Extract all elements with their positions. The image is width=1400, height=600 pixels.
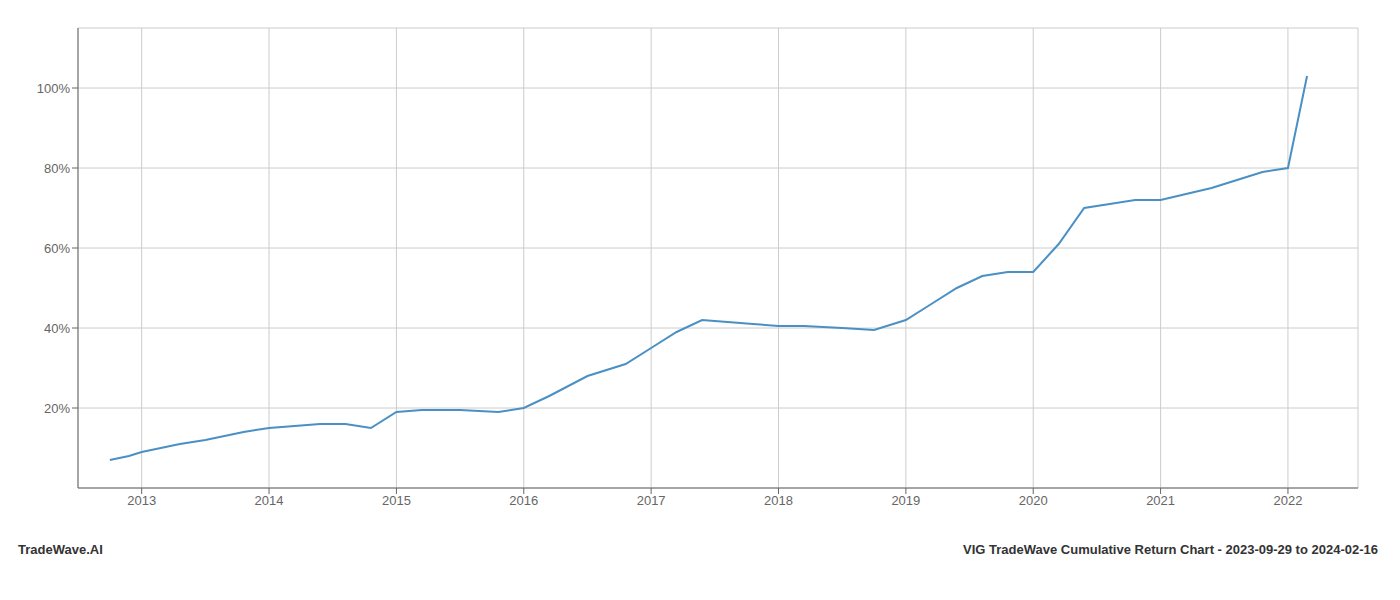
svg-text:80%: 80% — [44, 161, 70, 176]
html-text:VIG TradeWave Cumulative Retur: VIG TradeWave Cumulative Return Chart - … — [963, 542, 1378, 557]
svg-text:60%: 60% — [44, 241, 70, 256]
svg-text:2017: 2017 — [637, 493, 666, 508]
svg-text:2016: 2016 — [509, 493, 538, 508]
svg-text:2022: 2022 — [1273, 493, 1302, 508]
svg-text:20%: 20% — [44, 401, 70, 416]
svg-text:2015: 2015 — [382, 493, 411, 508]
svg-text:2020: 2020 — [1019, 493, 1048, 508]
svg-text:2013: 2013 — [127, 493, 156, 508]
svg-text:2018: 2018 — [764, 493, 793, 508]
svg-text:2019: 2019 — [891, 493, 920, 508]
svg-text:2021: 2021 — [1146, 493, 1175, 508]
svg-text:100%: 100% — [37, 81, 71, 96]
svg-text:40%: 40% — [44, 321, 70, 336]
svg-text:2014: 2014 — [255, 493, 284, 508]
html-text:TradeWave.AI: TradeWave.AI — [18, 542, 103, 557]
